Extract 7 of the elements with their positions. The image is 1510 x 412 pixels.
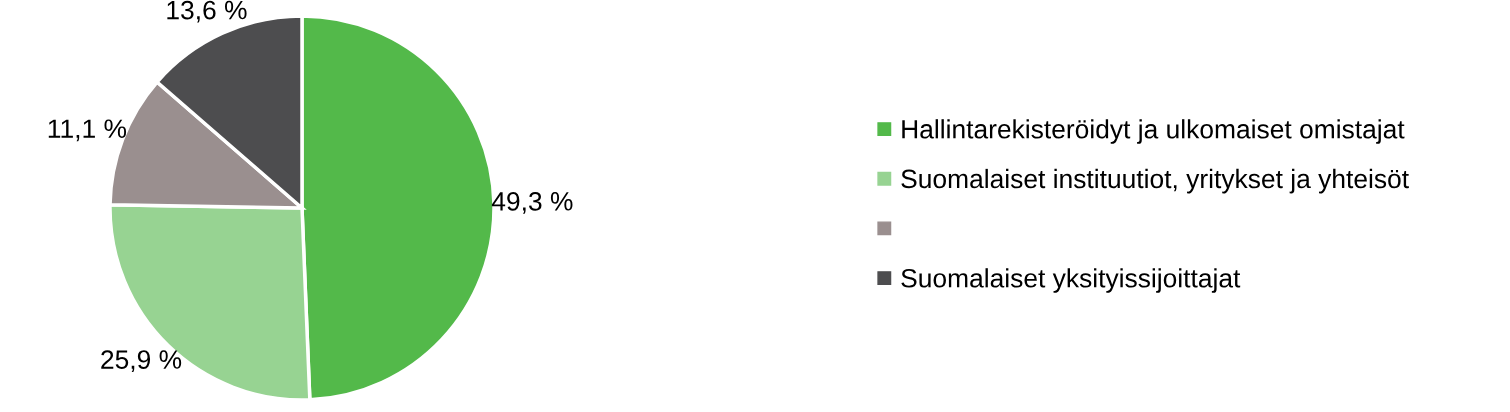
legend-label: Suomalaiset yksityissijoittajat [901, 268, 1241, 293]
legend-label: Suomalaiset instituutiot, yritykset ja yhteisöt [901, 168, 1409, 194]
data-label: 13,6 % [167, 0, 247, 23]
data-label: 11,1 % [48, 119, 127, 142]
legend-label: Hallintarekisteröidyt ja ulkomaiset omistajat [902, 119, 1405, 144]
data-label: 49,3 % [491, 192, 573, 214]
data-label: 25,9 % [101, 350, 182, 373]
